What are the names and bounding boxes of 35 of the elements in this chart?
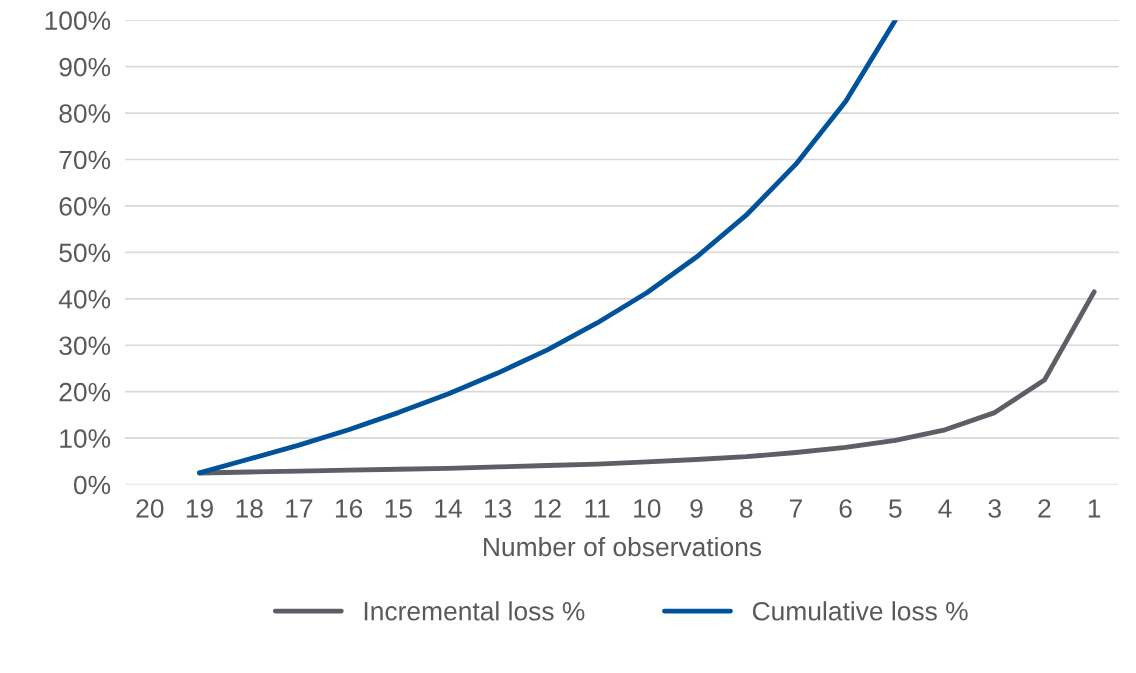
x-tick-label: 3	[988, 499, 1001, 518]
x-tick-label: 17	[286, 499, 313, 518]
x-tick-label: 2	[1038, 499, 1051, 518]
y-tick-label: 40%	[58, 289, 111, 309]
x-tick-label: 13	[485, 499, 512, 518]
y-tick-label: 20%	[59, 382, 111, 402]
x-tick-label: 4	[938, 499, 952, 518]
x-tick-label: 11	[585, 499, 610, 518]
y-tick-label: 50%	[59, 243, 111, 263]
x-tick-label: 15	[385, 499, 412, 518]
x-tick-label: 14	[435, 499, 462, 518]
x-axis-title: Number of observations	[484, 536, 762, 557]
y-tick-label: 100%	[45, 11, 111, 31]
x-tick-label: 16	[335, 499, 363, 518]
line-series	[197, 20, 898, 476]
y-tick-label: 70%	[59, 150, 111, 170]
x-tick-label: 20	[136, 499, 164, 518]
x-tick-label: 6	[839, 499, 852, 518]
legend-label: Incremental loss %	[364, 601, 585, 621]
x-tick-label: 10	[634, 499, 661, 518]
x-tick-label: 12	[534, 499, 561, 518]
x-tick-label: 1	[1088, 499, 1101, 518]
x-tick-label: 7	[789, 499, 802, 518]
y-tick-label: 10%	[60, 429, 111, 448]
x-tick-label: 8	[740, 499, 753, 518]
y-tick-label: 90%	[59, 57, 111, 77]
y-tick-label: 0%	[73, 475, 111, 495]
y-tick-label: 60%	[59, 197, 111, 216]
x-tick-label: 19	[186, 499, 213, 518]
x-tick-label: 5	[889, 499, 902, 518]
y-tick-label: 30%	[59, 336, 111, 356]
y-tick-label: 80%	[59, 104, 111, 123]
x-tick-label: 18	[236, 499, 263, 518]
x-tick-label: 9	[690, 499, 703, 518]
legend-label: Cumulative loss %	[752, 601, 968, 621]
